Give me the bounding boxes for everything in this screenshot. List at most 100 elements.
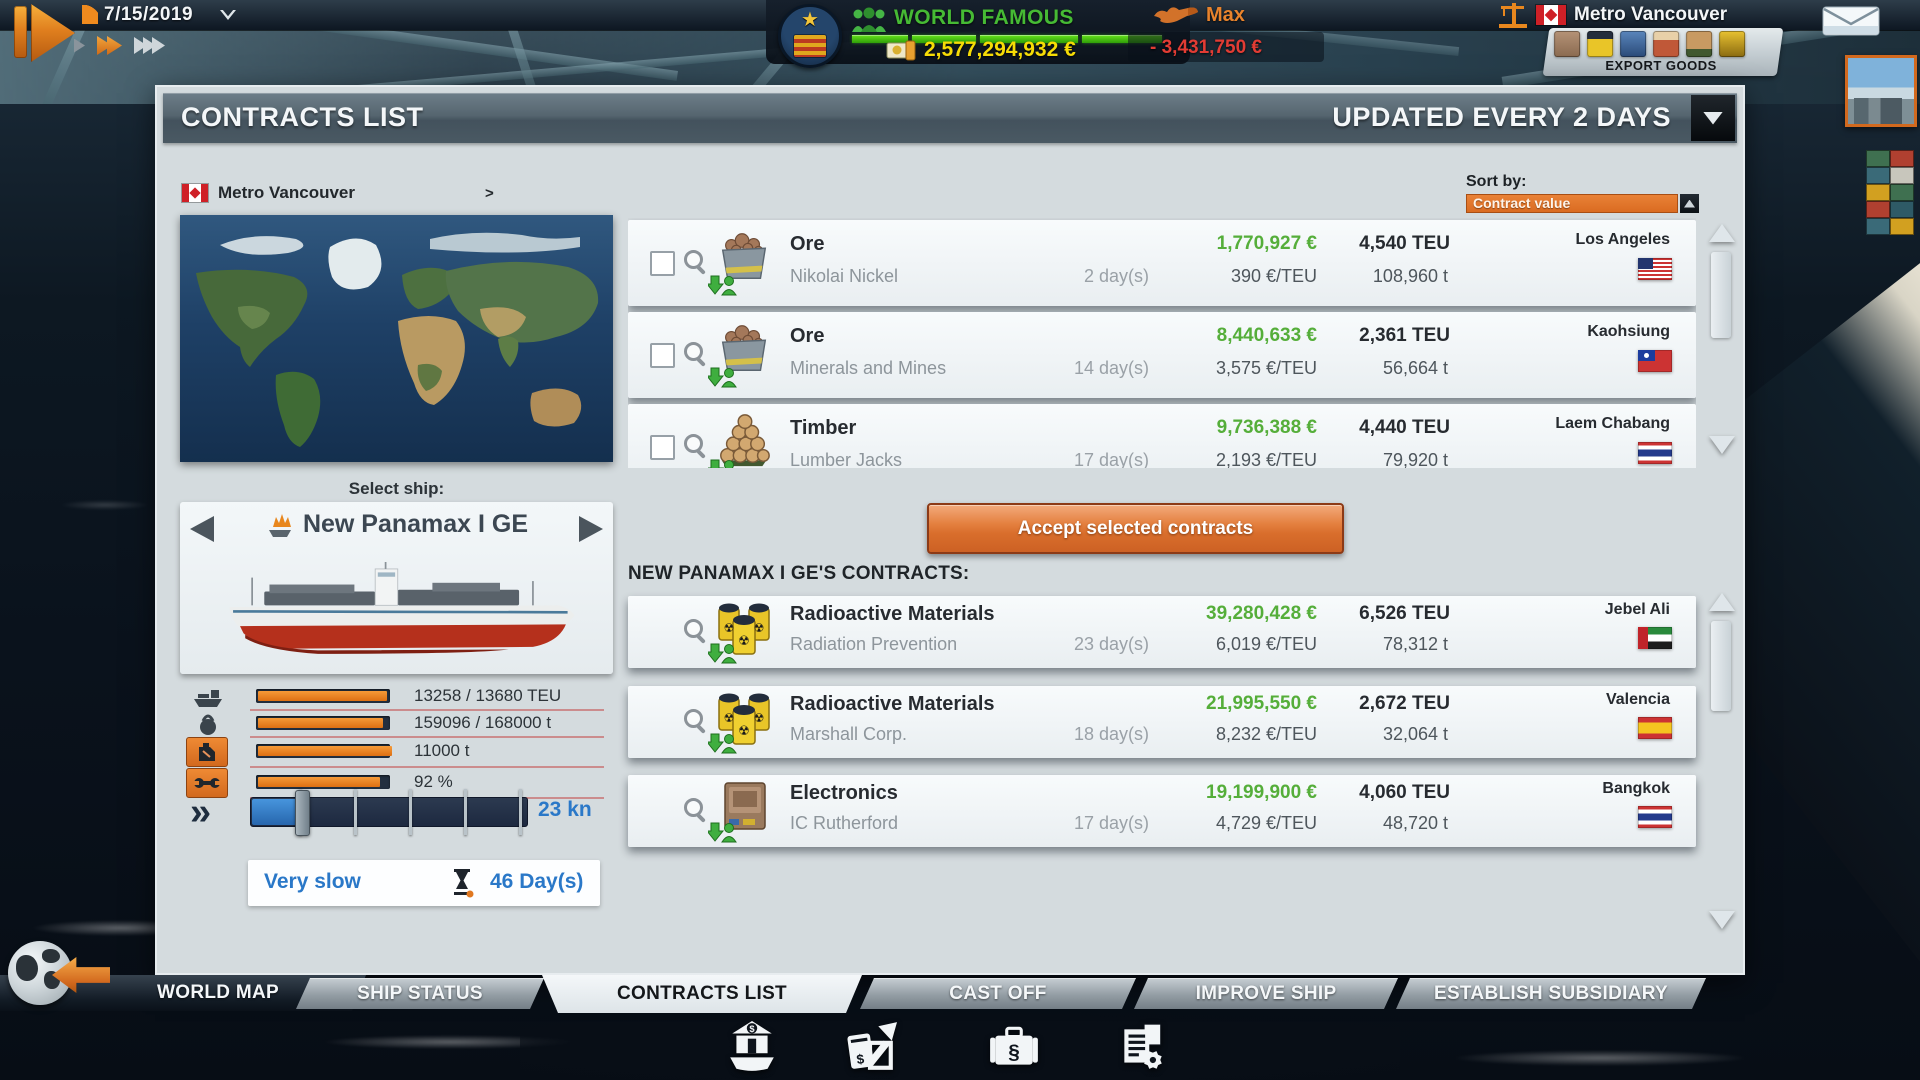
- accept-selected-contracts-button[interactable]: Accept selected contracts: [927, 503, 1344, 554]
- sort-dropdown[interactable]: Contract value: [1466, 194, 1678, 213]
- panel-header: CONTRACTS LIST UPDATED EVERY 2 DAYS: [163, 93, 1737, 143]
- contract-good: Timber: [790, 417, 857, 439]
- tab-label: IMPROVE SHIP: [1195, 982, 1337, 1004]
- flag-uae-icon: [1638, 627, 1672, 649]
- play-speed-2-button-b[interactable]: [107, 36, 122, 55]
- scrollbar-thumb[interactable]: [1711, 252, 1731, 338]
- collapse-panel-button[interactable]: [1691, 95, 1735, 141]
- magnifier-icon[interactable]: [684, 798, 708, 824]
- vehicles-good-icon: [1719, 31, 1746, 57]
- contract-row[interactable]: Ore Nikolai Nickel 2 day(s) 1,770,927 € …: [628, 220, 1696, 306]
- contract-good: Electronics: [790, 782, 898, 804]
- slider-tick: [464, 789, 467, 835]
- canada-flag-icon: [182, 184, 208, 202]
- advisor-button[interactable]: Max: [1152, 2, 1245, 28]
- speed-label: Very slow: [264, 870, 361, 893]
- contract-weight: 56,664 t: [1382, 358, 1448, 378]
- contract-client: Minerals and Mines: [790, 358, 947, 378]
- tab-label: SHIP STATUS: [357, 982, 483, 1004]
- fuel-value: 11000 t: [414, 741, 470, 760]
- export-goods-label: EXPORT GOODS: [1605, 58, 1717, 73]
- flag-us-icon: [1638, 258, 1672, 280]
- contract-good: Ore: [790, 233, 825, 255]
- tab-cast-off[interactable]: CAST OFF: [860, 978, 1136, 1009]
- scroll-down-button[interactable]: [1709, 436, 1735, 454]
- contract-destination: Bangkok: [1602, 780, 1670, 797]
- contract-value: 39,280,428 €: [1206, 603, 1317, 624]
- scroll-up-button[interactable]: [1709, 224, 1735, 242]
- loading-icon: [708, 274, 738, 296]
- contract-good: Radioactive Materials: [790, 693, 995, 715]
- legal-case-icon[interactable]: §: [987, 1020, 1041, 1074]
- contract-value: 8,440,633 €: [1216, 325, 1317, 346]
- current-port[interactable]: Metro Vancouver: [1498, 2, 1727, 28]
- port-snapshot-thumbnail[interactable]: [1845, 55, 1917, 127]
- select-ship-label: Select ship:: [348, 479, 445, 498]
- scroll-up-button[interactable]: [1709, 593, 1735, 611]
- scrollbar-thumb[interactable]: [1711, 621, 1731, 711]
- globe-icon: [8, 941, 72, 1005]
- tab-improve-ship[interactable]: IMPROVE SHIP: [1134, 978, 1398, 1009]
- magnifier-icon[interactable]: [684, 250, 708, 276]
- reputation-progress-segment: [852, 35, 908, 43]
- tab-label: CONTRACTS LIST: [617, 983, 787, 1004]
- ship-contract-row[interactable]: Radioactive Materials Marshall Corp. 18 …: [628, 686, 1696, 758]
- contract-settings-icon[interactable]: [1115, 1020, 1169, 1074]
- time-controls: [74, 36, 165, 55]
- magnifier-icon[interactable]: [684, 709, 708, 735]
- game-menu-logo[interactable]: [14, 4, 76, 62]
- contract-client: Radiation Prevention: [790, 634, 958, 654]
- play-speed-3-button-c[interactable]: [152, 37, 165, 54]
- market-trend-icon[interactable]: $: [843, 1020, 897, 1074]
- sort-direction-button[interactable]: [1680, 194, 1699, 213]
- money-icon: [886, 40, 916, 61]
- contract-value: 21,995,550 €: [1206, 693, 1317, 714]
- panel-update-note: UPDATED EVERY 2 DAYS: [1332, 102, 1671, 132]
- contract-value: 1,770,927 €: [1216, 233, 1317, 254]
- stat-load: 159096 / 168000 t: [180, 712, 613, 738]
- tab-label: ESTABLISH SUBSIDIARY: [1433, 982, 1669, 1004]
- food-good-icon: [1653, 31, 1680, 57]
- ship-contract-row[interactable]: Radioactive Materials Radiation Preventi…: [628, 596, 1696, 668]
- contract-client: IC Rutherford: [790, 813, 899, 833]
- reputation-progress-segment: [1082, 35, 1162, 43]
- contract-row[interactable]: Timber Lumber Jacks 17 day(s) 9,736,388 …: [628, 404, 1696, 468]
- crate-good-icon: [1554, 31, 1581, 57]
- slider-tick: [409, 789, 412, 835]
- contract-checkbox[interactable]: [650, 251, 675, 276]
- export-goods-icons: [1554, 31, 1746, 57]
- calendar-flag-icon: [82, 5, 98, 24]
- game-date: 7/15/2019: [104, 4, 194, 25]
- harbor-finance-icon[interactable]: $: [725, 1020, 779, 1074]
- scroll-down-button[interactable]: [1709, 911, 1735, 929]
- panel-title: CONTRACTS LIST: [181, 102, 424, 132]
- ship-contract-row[interactable]: Electronics IC Rutherford 17 day(s) 19,1…: [628, 775, 1696, 847]
- speed-slider-handle[interactable]: [295, 790, 310, 836]
- magnifier-icon[interactable]: [684, 619, 708, 645]
- mail-button[interactable]: [1822, 6, 1880, 36]
- reputation-level: WORLD FAMOUS: [894, 6, 1074, 29]
- world-map[interactable]: [180, 215, 613, 462]
- ore-icon: [712, 318, 778, 378]
- magnifier-icon[interactable]: [684, 342, 708, 368]
- flag-taiwan-icon: [1638, 350, 1672, 372]
- magnifier-icon[interactable]: [684, 434, 708, 460]
- contract-checkbox[interactable]: [650, 343, 675, 368]
- speed-slider[interactable]: [250, 789, 528, 836]
- tab-establish-subsidiary[interactable]: ESTABLISH SUBSIDIARY: [1396, 978, 1706, 1009]
- contract-destination: Laem Chabang: [1555, 415, 1670, 432]
- play-speed-1-button[interactable]: [74, 38, 85, 53]
- ore-icon: [712, 226, 778, 286]
- balance-delta: - 3,431,750 €: [1150, 37, 1262, 58]
- tab-contracts-list[interactable]: CONTRACTS LIST: [542, 975, 862, 1013]
- envelope-icon: [1822, 6, 1880, 36]
- ship-contracts-heading: NEW PANAMAX I GE'S CONTRACTS:: [628, 563, 970, 584]
- contract-duration: 14 day(s): [1073, 358, 1149, 378]
- ship-crest-icon: [268, 513, 291, 537]
- medal-stripes: [794, 35, 826, 57]
- contract-checkbox[interactable]: [650, 435, 675, 460]
- contract-rate: 390 €/TEU: [1230, 266, 1317, 286]
- tab-ship-status[interactable]: SHIP STATUS: [296, 978, 544, 1009]
- contract-volume: 4,440 TEU: [1359, 417, 1450, 438]
- contract-row[interactable]: Ore Minerals and Mines 14 day(s) 8,440,6…: [628, 312, 1696, 398]
